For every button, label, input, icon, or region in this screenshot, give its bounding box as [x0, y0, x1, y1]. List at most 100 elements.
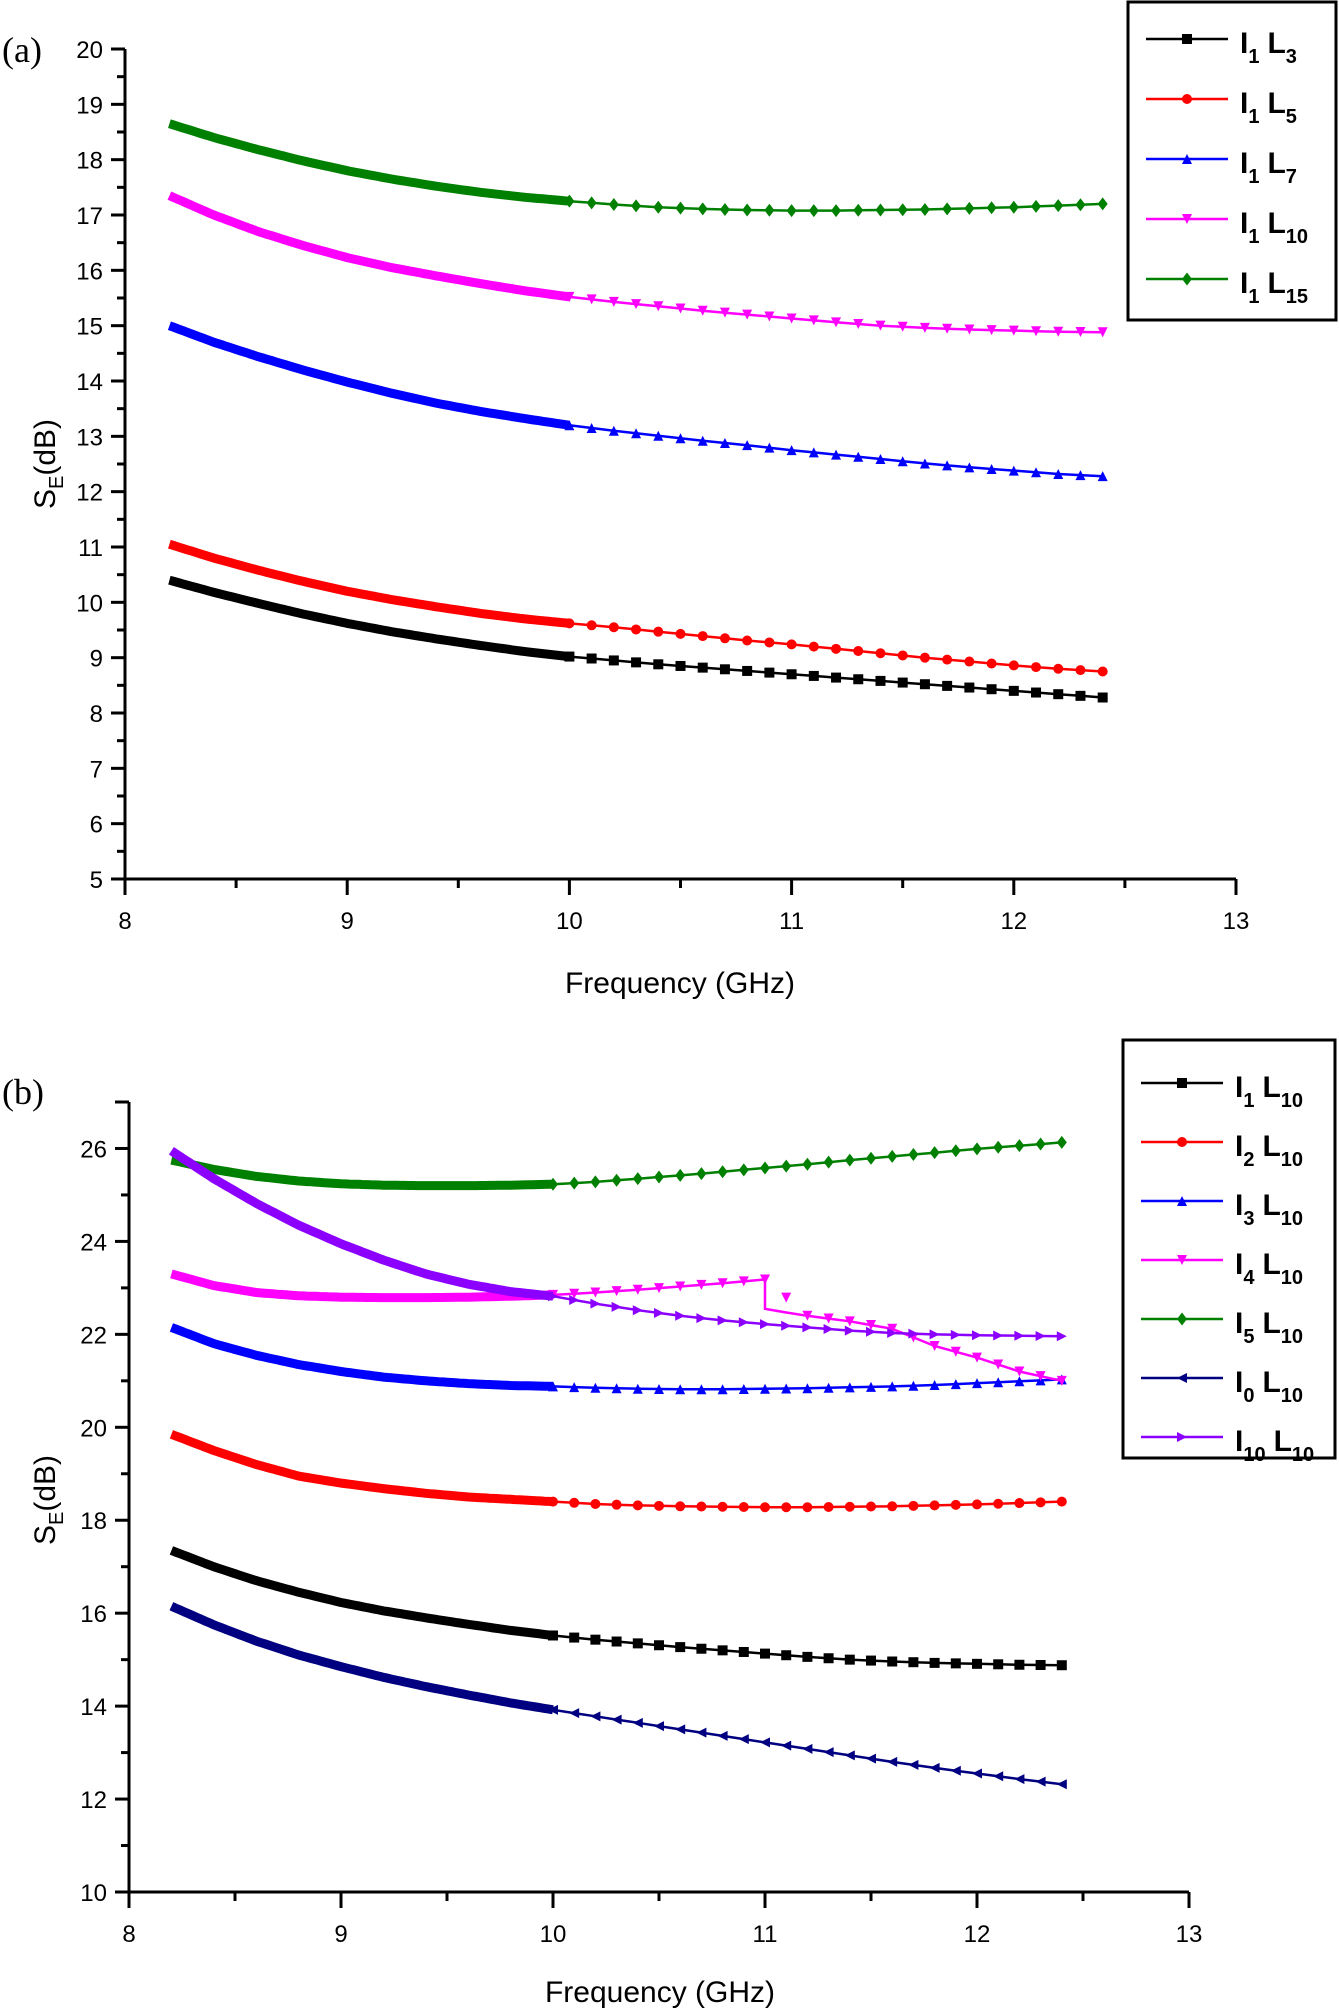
data-point	[972, 1499, 983, 1510]
data-point	[808, 315, 819, 326]
data-point	[908, 1380, 919, 1391]
data-point	[853, 451, 864, 462]
series-i1-l10	[167, 191, 1108, 338]
data-point	[675, 1724, 686, 1735]
data-point	[675, 303, 686, 314]
data-point	[608, 622, 619, 633]
data-point	[802, 1157, 813, 1171]
series-dense-segment	[169, 1430, 554, 1507]
series-dense-segment	[170, 1269, 554, 1303]
series-i5-l10	[170, 1135, 1067, 1191]
data-point	[808, 670, 819, 681]
data-point	[569, 1288, 580, 1299]
data-point	[1014, 1659, 1025, 1670]
data-point	[696, 1501, 707, 1512]
legend-label: I1 L3	[1240, 27, 1297, 68]
data-point	[802, 1502, 813, 1513]
data-point	[897, 321, 908, 332]
data-point	[1035, 1659, 1046, 1670]
data-point	[760, 1274, 770, 1285]
y-title-main: S	[29, 1525, 62, 1545]
data-point	[590, 1634, 601, 1645]
data-point	[853, 203, 864, 217]
data-point	[675, 1501, 686, 1512]
data-point	[654, 1640, 664, 1651]
data-point	[866, 1320, 876, 1331]
data-point	[802, 1383, 813, 1394]
data-point	[675, 1384, 686, 1395]
data-point	[844, 1153, 855, 1167]
data-point	[1008, 325, 1019, 336]
data-point	[1075, 690, 1086, 701]
y-tick-label: 5	[90, 867, 103, 894]
data-point	[654, 1170, 664, 1184]
data-point	[950, 1329, 961, 1340]
data-point	[972, 1768, 982, 1779]
y-tick-label: 14	[80, 1694, 107, 1721]
y-tick-label: 26	[80, 1136, 107, 1163]
data-point	[853, 646, 864, 657]
y-tick-label: 24	[80, 1229, 107, 1256]
y-tick-label: 8	[90, 701, 103, 728]
legend-marker	[1182, 154, 1192, 164]
legend-item: I5 L10	[1141, 1307, 1303, 1348]
data-point	[653, 659, 664, 670]
y-tick-label: 18	[80, 1508, 107, 1535]
data-point	[608, 296, 619, 307]
legend-item: I3 L10	[1141, 1189, 1303, 1230]
data-point	[781, 1740, 792, 1751]
data-point	[964, 324, 975, 335]
data-point	[631, 199, 642, 213]
data-point	[631, 657, 642, 668]
data-point	[887, 1323, 898, 1334]
series-dense-segment	[167, 191, 571, 302]
data-point	[1075, 327, 1086, 338]
data-point	[631, 428, 642, 439]
data-point	[1056, 1331, 1067, 1342]
panel-a-series	[167, 119, 1108, 703]
data-point	[831, 204, 842, 218]
data-point	[853, 319, 864, 330]
data-point	[631, 624, 642, 635]
y-tick-label: 17	[76, 203, 103, 230]
series-dense-segment	[168, 119, 570, 206]
legend-marker	[1177, 1196, 1187, 1206]
data-point	[993, 1330, 1004, 1341]
data-point	[844, 1382, 855, 1393]
data-point	[564, 651, 575, 662]
data-point	[1014, 1330, 1025, 1341]
svg-text:SE(dB): SE(dB)	[29, 419, 68, 509]
y-title-rest: (dB)	[29, 419, 62, 476]
data-point	[742, 440, 753, 451]
data-point	[808, 641, 819, 652]
series-i1-l15	[168, 119, 1108, 218]
y-tick-label: 18	[76, 148, 103, 175]
data-point	[675, 1168, 686, 1182]
data-point	[608, 197, 619, 211]
data-point	[1053, 663, 1064, 674]
data-point	[548, 1630, 558, 1641]
data-point	[993, 1659, 1004, 1670]
data-point	[654, 1307, 664, 1318]
data-point	[569, 1176, 580, 1190]
legend-marker	[1182, 94, 1192, 104]
data-point	[802, 1322, 813, 1333]
y-title-rest: (dB)	[29, 1455, 62, 1512]
data-point	[1008, 685, 1019, 696]
panel-b-series	[168, 1135, 1067, 1790]
data-point	[866, 1326, 876, 1337]
data-point	[738, 1646, 749, 1657]
data-point	[717, 1278, 728, 1289]
data-point	[986, 325, 997, 336]
data-point	[590, 1298, 601, 1309]
data-point	[608, 655, 619, 666]
data-point	[742, 309, 753, 320]
data-point	[866, 1655, 876, 1666]
data-point	[823, 1155, 834, 1169]
data-point	[697, 305, 708, 316]
data-point	[786, 445, 797, 456]
data-point	[781, 1292, 792, 1303]
y-tick-label: 16	[80, 1601, 107, 1628]
data-point	[929, 1380, 940, 1391]
